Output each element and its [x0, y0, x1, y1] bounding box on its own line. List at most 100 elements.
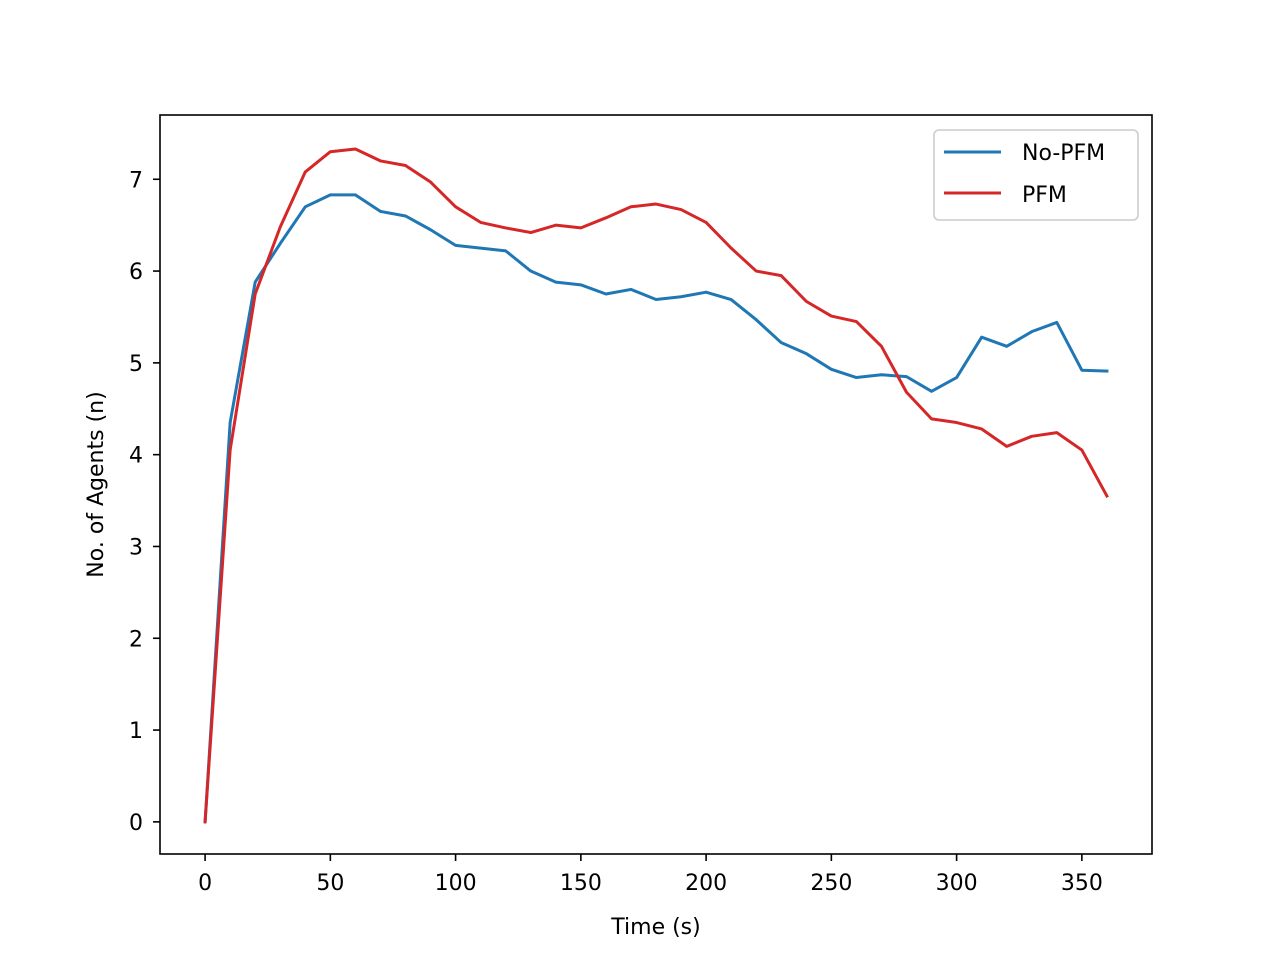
data-point-no-pfm-350: [1080, 369, 1084, 372]
data-point-pfm-360: [1105, 494, 1109, 498]
data-point-no-pfm-340: [1055, 321, 1059, 324]
data-point-pfm-260: [855, 320, 858, 323]
data-point-no-pfm-300: [955, 376, 958, 379]
data-point-pfm-50: [329, 150, 332, 153]
data-point-pfm-40: [304, 170, 307, 174]
series-pfm: [203, 147, 1109, 824]
data-point-no-pfm-70: [379, 210, 382, 213]
data-point-pfm-160: [604, 216, 608, 220]
data-point-pfm-350: [1080, 448, 1084, 452]
y-axis-title: No. of Agents (n): [84, 391, 109, 577]
y-axis: 0 1 2 3 4 5 6 7: [129, 168, 160, 836]
data-point-no-pfm-310: [980, 335, 983, 339]
data-point-pfm-340: [1055, 431, 1059, 434]
x-tick-label-100: 100: [435, 871, 477, 896]
data-point-no-pfm-240: [805, 352, 808, 355]
y-tick-label-0: 0: [129, 811, 143, 836]
data-point-no-pfm-190: [679, 295, 683, 298]
data-point-pfm-270: [880, 345, 883, 348]
data-point-no-pfm-120: [504, 249, 507, 253]
series-layer: [203, 147, 1109, 824]
x-tick-label-50: 50: [316, 871, 344, 896]
x-tick-label-200: 200: [685, 871, 727, 896]
data-point-pfm-140: [554, 223, 557, 227]
x-axis: 0 50 100 150 200 250 300 350: [198, 854, 1103, 896]
data-point-no-pfm-60: [354, 193, 357, 197]
y-tick-label-6: 6: [129, 260, 143, 285]
data-point-no-pfm-200: [704, 290, 708, 294]
data-point-pfm-60: [354, 147, 357, 151]
data-point-pfm-10: [228, 448, 232, 452]
data-point-pfm-200: [704, 221, 708, 224]
data-point-no-pfm-150: [579, 283, 583, 287]
x-tick-label-250: 250: [810, 871, 852, 896]
data-point-no-pfm-290: [930, 390, 933, 393]
data-point-no-pfm-40: [304, 205, 307, 208]
data-point-pfm-20: [253, 292, 257, 296]
data-point-pfm-230: [780, 274, 783, 277]
data-point-pfm-300: [955, 421, 958, 424]
data-point-no-pfm-230: [780, 341, 783, 344]
data-point-pfm-110: [479, 221, 482, 224]
data-point-no-pfm-10: [228, 421, 232, 424]
data-point-no-pfm-320: [1005, 345, 1008, 348]
data-point-no-pfm-20: [253, 280, 257, 284]
data-point-pfm-330: [1030, 435, 1033, 438]
x-tick-label-0: 0: [198, 871, 212, 896]
data-point-pfm-280: [905, 391, 908, 394]
data-point-no-pfm-280: [905, 375, 908, 378]
data-point-no-pfm-50: [329, 193, 332, 197]
data-point-no-pfm-330: [1030, 330, 1033, 333]
series-line-pfm: [203, 147, 1109, 824]
y-tick-label-5: 5: [129, 352, 143, 377]
data-point-pfm-120: [504, 226, 507, 230]
data-point-pfm-190: [679, 208, 683, 211]
series-line-no-pfm: [203, 193, 1109, 824]
x-tick-label-350: 350: [1061, 871, 1103, 896]
data-point-pfm-240: [805, 300, 808, 303]
data-point-no-pfm-270: [880, 373, 883, 376]
x-tick-label-150: 150: [560, 871, 602, 896]
data-point-pfm-80: [404, 164, 407, 167]
data-point-pfm-90: [429, 180, 432, 184]
data-point-pfm-320: [1005, 445, 1008, 448]
data-point-pfm-100: [454, 205, 457, 208]
series-no-pfm: [203, 193, 1109, 824]
data-point-pfm-150: [579, 226, 583, 230]
data-point-no-pfm-260: [855, 376, 858, 379]
data-point-pfm-210: [729, 246, 733, 250]
data-point-no-pfm-160: [604, 292, 608, 296]
data-point-pfm-310: [980, 427, 983, 431]
data-point-pfm-0: [203, 820, 207, 824]
data-point-no-pfm-80: [404, 214, 407, 218]
data-point-no-pfm-90: [429, 228, 432, 231]
legend-label-pfm: PFM: [1022, 183, 1067, 208]
data-point-no-pfm-140: [554, 280, 557, 284]
plot-frame: [159, 114, 1153, 855]
data-point-pfm-70: [379, 159, 382, 163]
y-tick-label-2: 2: [129, 627, 143, 652]
data-point-no-pfm-250: [830, 368, 833, 371]
data-point-pfm-180: [654, 202, 658, 206]
data-point-no-pfm-100: [454, 244, 457, 247]
y-tick-label-1: 1: [129, 719, 143, 744]
data-point-pfm-130: [529, 231, 532, 234]
data-point-no-pfm-130: [529, 269, 532, 273]
data-point-no-pfm-30: [279, 242, 282, 245]
data-point-pfm-30: [279, 225, 282, 229]
data-point-no-pfm-180: [654, 298, 658, 301]
data-point-no-pfm-110: [479, 246, 482, 250]
y-tick-label-3: 3: [129, 535, 143, 560]
data-point-no-pfm-360: [1105, 369, 1109, 373]
data-point-no-pfm-170: [629, 288, 633, 291]
data-point-pfm-170: [629, 205, 633, 208]
data-point-pfm-290: [930, 417, 933, 421]
data-point-pfm-220: [755, 269, 758, 273]
legend: No-PFM PFM: [933, 129, 1139, 221]
data-point-no-pfm-210: [729, 298, 733, 301]
data-point-pfm-250: [830, 314, 833, 318]
data-point-no-pfm-220: [755, 318, 758, 321]
x-tick-label-300: 300: [936, 871, 978, 896]
